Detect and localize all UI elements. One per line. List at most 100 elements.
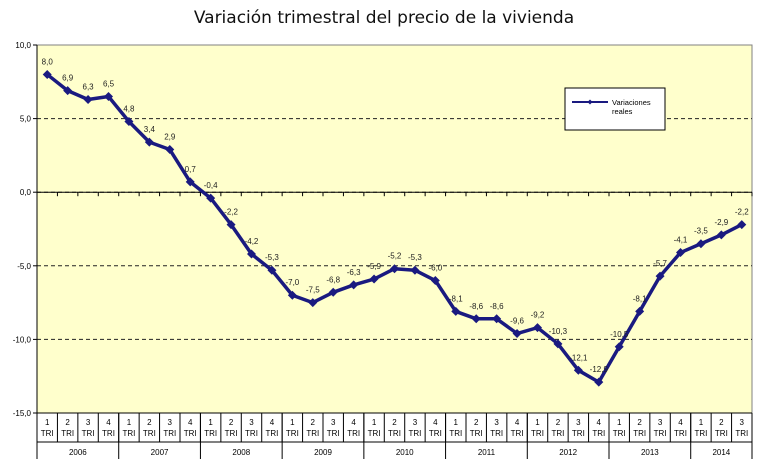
quarter-label: TRI xyxy=(654,429,667,438)
data-label: -6,8 xyxy=(326,275,340,284)
data-label: -5,9 xyxy=(367,262,381,271)
quarter-label: TRI xyxy=(674,429,687,438)
quarter-label: TRI xyxy=(511,429,524,438)
data-point xyxy=(369,274,379,284)
data-point xyxy=(573,365,583,375)
quarter-number: 1 xyxy=(699,418,704,427)
quarter-number: 2 xyxy=(556,418,561,427)
data-label: -8,6 xyxy=(469,302,483,311)
data-point xyxy=(287,290,297,300)
quarter-label: TRI xyxy=(41,429,54,438)
chart-title: Variación trimestral del precio de la vi… xyxy=(193,8,575,28)
data-point xyxy=(635,306,645,316)
data-point xyxy=(451,306,461,316)
quarter-number: 4 xyxy=(351,418,356,427)
quarter-label: TRI xyxy=(82,429,95,438)
quarter-label: TRI xyxy=(735,429,748,438)
data-label: -8,1 xyxy=(633,294,647,303)
data-label: -3,5 xyxy=(694,227,708,236)
data-label: -8,1 xyxy=(449,294,463,303)
data-label: -4,2 xyxy=(245,237,259,246)
data-label: -2,2 xyxy=(735,208,749,217)
quarter-label: TRI xyxy=(286,429,299,438)
year-label: 2010 xyxy=(396,448,414,457)
data-point xyxy=(737,220,747,230)
data-point xyxy=(349,280,359,290)
data-label: -2,2 xyxy=(224,208,238,217)
data-point xyxy=(206,193,216,203)
year-label: 2008 xyxy=(232,448,250,457)
legend-marker xyxy=(587,99,593,105)
y-tick-label: 0,0 xyxy=(20,188,32,197)
quarter-label: TRI xyxy=(327,429,340,438)
data-label: 0,7 xyxy=(185,165,197,174)
quarter-label: TRI xyxy=(143,429,156,438)
quarter-label: TRI xyxy=(613,429,626,438)
quarter-number: 4 xyxy=(678,418,683,427)
year-label: 2006 xyxy=(69,448,87,457)
y-tick-label: 5,0 xyxy=(20,115,32,124)
quarter-label: TRI xyxy=(122,429,135,438)
quarter-number: 1 xyxy=(617,418,622,427)
data-point xyxy=(267,265,277,275)
quarter-label: TRI xyxy=(694,429,707,438)
quarter-number: 3 xyxy=(494,418,499,427)
legend-label: Variaciones xyxy=(612,98,651,107)
quarter-number: 2 xyxy=(229,418,234,427)
y-tick-label: -15,0 xyxy=(13,409,32,418)
data-label: -8,6 xyxy=(490,302,504,311)
quarter-number: 1 xyxy=(290,418,295,427)
quarter-number: 3 xyxy=(249,418,254,427)
data-label: -5,3 xyxy=(408,253,422,262)
quarter-number: 3 xyxy=(413,418,418,427)
data-point xyxy=(553,339,563,349)
quarter-number: 3 xyxy=(86,418,91,427)
year-label: 2007 xyxy=(151,448,169,457)
quarter-label: TRI xyxy=(429,429,442,438)
data-point xyxy=(512,329,522,339)
quarter-label: TRI xyxy=(490,429,503,438)
data-label: 3,4 xyxy=(144,125,156,134)
quarter-number: 2 xyxy=(474,418,479,427)
data-label: -0,4 xyxy=(204,181,218,190)
data-point xyxy=(676,248,685,258)
data-point xyxy=(655,271,665,281)
data-label: -5,7 xyxy=(653,259,667,268)
y-tick-label: -5,0 xyxy=(17,262,31,271)
data-point xyxy=(165,145,175,155)
quarter-label: TRI xyxy=(715,429,728,438)
quarter-label: TRI xyxy=(408,429,421,438)
quarter-number: 2 xyxy=(311,418,316,427)
quarter-number: 3 xyxy=(740,418,745,427)
quarter-number: 4 xyxy=(106,418,111,427)
data-label: -5,3 xyxy=(265,253,279,262)
data-label: 6,9 xyxy=(62,74,74,83)
data-point xyxy=(533,323,542,333)
quarter-number: 2 xyxy=(147,418,152,427)
quarter-label: TRI xyxy=(531,429,544,438)
data-label: 8,0 xyxy=(42,57,54,66)
data-point xyxy=(492,314,502,324)
data-label: -10,5 xyxy=(610,330,629,339)
quarter-number: 1 xyxy=(454,418,459,427)
year-label: 2011 xyxy=(478,448,496,457)
y-tick-label: -10,0 xyxy=(13,335,32,344)
data-point xyxy=(594,377,604,387)
data-point xyxy=(716,230,726,240)
data-point xyxy=(390,264,399,274)
data-label: -12,9 xyxy=(590,365,609,374)
quarter-number: 4 xyxy=(515,418,520,427)
data-label: 6,5 xyxy=(103,80,115,89)
quarter-label: TRI xyxy=(163,429,176,438)
quarter-label: TRI xyxy=(368,429,381,438)
data-point xyxy=(226,220,236,230)
data-label: -10,3 xyxy=(549,327,568,336)
quarter-number: 1 xyxy=(127,418,132,427)
quarter-label: TRI xyxy=(551,429,564,438)
data-label: -6,0 xyxy=(428,264,442,273)
data-point xyxy=(83,94,93,104)
data-label: 6,3 xyxy=(83,82,95,91)
quarter-number: 2 xyxy=(719,418,724,427)
quarter-number: 2 xyxy=(65,418,70,427)
